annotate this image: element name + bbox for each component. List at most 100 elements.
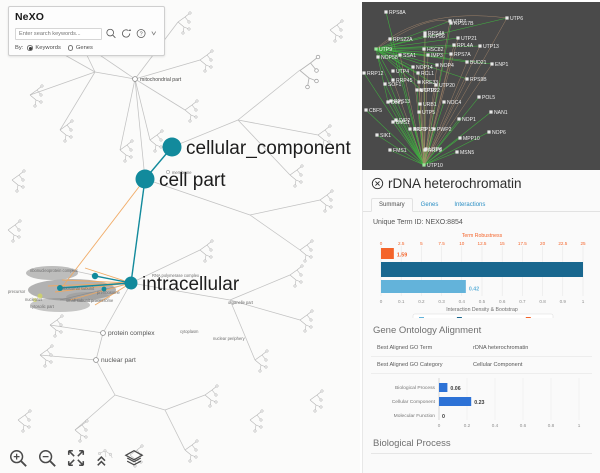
gene-node[interactable]: [374, 47, 378, 51]
gene-node[interactable]: [394, 118, 398, 122]
gene-node[interactable]: [458, 136, 462, 140]
tree-node-cell-part[interactable]: [135, 169, 155, 189]
gene-node-label: UTP20: [439, 83, 455, 89]
gene-node-label: RPS8A: [389, 10, 406, 16]
radio-keywords[interactable]: Keywords: [27, 45, 61, 51]
gene-node[interactable]: [487, 130, 491, 134]
tree-node-label-nuclear-part: nuclear part: [101, 357, 136, 364]
gene-node[interactable]: [505, 16, 509, 20]
gene-node[interactable]: [465, 60, 469, 64]
view-toolbar[interactable]: [0, 443, 360, 473]
search-icon[interactable]: [105, 27, 117, 40]
gene-interaction-network[interactable]: UTP9 UTP7 NOP56 UTP21 IMP3 RPS7A NOP14 RRP45 KRE…: [362, 2, 600, 170]
gene-node[interactable]: [417, 110, 421, 114]
gene-node-label: UTP21: [461, 36, 477, 42]
gene-node[interactable]: [489, 110, 493, 114]
radio-genes-dot: [67, 45, 74, 51]
go-chart-tick: 0.8: [548, 423, 555, 428]
tree-node-intracellular[interactable]: [124, 276, 138, 290]
chart-bottom-tick: 0.3: [438, 299, 445, 304]
gene-node[interactable]: [415, 88, 419, 92]
gene-node[interactable]: [426, 53, 430, 57]
gene-node-label: UTP18: [420, 88, 436, 94]
gene-node[interactable]: [449, 52, 453, 56]
gene-node[interactable]: [375, 133, 379, 137]
gene-node[interactable]: [391, 120, 395, 124]
gene-node[interactable]: [389, 99, 393, 103]
gene-node[interactable]: [448, 19, 452, 23]
gene-node[interactable]: [423, 34, 427, 38]
network-gene-nodes[interactable]: UTP9 UTP7 NOP56 UTP21 IMP3 RPS7A NOP14 RRP45 KRE…: [362, 10, 523, 169]
gene-node[interactable]: [417, 80, 421, 84]
gene-node[interactable]: [411, 65, 415, 69]
gene-node[interactable]: [388, 148, 392, 152]
chart-bottom-tick: 0.9: [560, 299, 567, 304]
search-input[interactable]: [15, 27, 102, 40]
chart-legend-item: Interaction Density: [464, 318, 504, 319]
layers-icon[interactable]: [124, 448, 144, 468]
help-icon[interactable]: ?: [135, 27, 147, 40]
zoom-in-icon[interactable]: [8, 448, 28, 468]
gene-node[interactable]: [362, 71, 366, 75]
gene-node[interactable]: [419, 88, 423, 92]
term-info-panel[interactable]: rDNA heterochromatin Summary Genes Inter…: [362, 170, 600, 473]
radio-genes[interactable]: Genes: [67, 45, 93, 51]
gene-node[interactable]: [388, 37, 392, 41]
gene-node[interactable]: [422, 163, 426, 167]
search-by-label: By:: [15, 45, 24, 51]
gene-node[interactable]: [477, 95, 481, 99]
gene-node[interactable]: [408, 127, 412, 131]
gene-node[interactable]: [456, 36, 460, 40]
gene-node[interactable]: [364, 108, 368, 112]
gene-node[interactable]: [384, 10, 388, 14]
fit-screen-icon[interactable]: [66, 448, 86, 468]
gene-node[interactable]: [376, 55, 380, 59]
gene-node[interactable]: [434, 83, 438, 87]
gene-node[interactable]: [455, 150, 459, 154]
go-chart-tick: 0.6: [520, 423, 527, 428]
chart-bar: [381, 248, 394, 259]
gene-node[interactable]: [490, 62, 494, 66]
gene-node[interactable]: [424, 147, 428, 151]
gene-node[interactable]: [416, 71, 420, 75]
gene-node[interactable]: [423, 31, 427, 35]
gene-node[interactable]: [386, 100, 390, 104]
gene-node-label: NOP6: [492, 130, 506, 136]
tab-genes[interactable]: Genes: [420, 202, 439, 208]
gene-node[interactable]: [465, 77, 469, 81]
chevron-down-icon[interactable]: [150, 27, 158, 40]
gene-node-label: RPS13: [394, 99, 410, 105]
gene-node[interactable]: [422, 47, 426, 51]
cluster-teal-nodes[interactable]: [57, 272, 107, 292]
zoom-out-icon[interactable]: [37, 448, 57, 468]
gene-node[interactable]: [478, 44, 482, 48]
search-panel[interactable]: NeXO ? By: Keywords: [8, 6, 165, 56]
gene-node[interactable]: [391, 78, 395, 82]
info-tabs[interactable]: Summary Genes Interactions: [363, 197, 600, 212]
chart-legend-item: Robustness: [533, 318, 559, 319]
gene-node[interactable]: [452, 43, 456, 47]
gene-node[interactable]: [413, 127, 417, 131]
gene-node[interactable]: [418, 102, 422, 106]
tree-node-label-precursor: precursor: [8, 289, 26, 294]
tab-interactions[interactable]: Interactions: [454, 202, 486, 208]
close-circle-icon[interactable]: [371, 177, 384, 190]
ontology-tree-panel[interactable]: mitochondrial part membrane protein comp…: [0, 0, 360, 473]
chevron-up-icon[interactable]: [95, 448, 115, 468]
gene-node[interactable]: [435, 63, 439, 67]
gene-node[interactable]: [449, 21, 453, 25]
gene-node[interactable]: [432, 127, 436, 131]
gene-node[interactable]: [457, 117, 461, 121]
app-title: NeXO: [15, 11, 44, 23]
ontology-tree-canvas[interactable]: mitochondrial part membrane protein comp…: [0, 0, 360, 473]
gene-node[interactable]: [398, 53, 402, 57]
radio-keywords-dot: [27, 45, 33, 51]
tree-named-nodes[interactable]: [93, 76, 170, 363]
gene-node[interactable]: [391, 69, 395, 73]
gene-node[interactable]: [383, 82, 387, 86]
tree-node-cellular-component[interactable]: [162, 137, 182, 157]
gene-node[interactable]: [442, 100, 446, 104]
tree-node-label-cytosolic-part: cytosolic part: [30, 304, 55, 309]
refresh-icon[interactable]: [120, 27, 132, 40]
tab-summary[interactable]: Summary: [371, 198, 413, 212]
